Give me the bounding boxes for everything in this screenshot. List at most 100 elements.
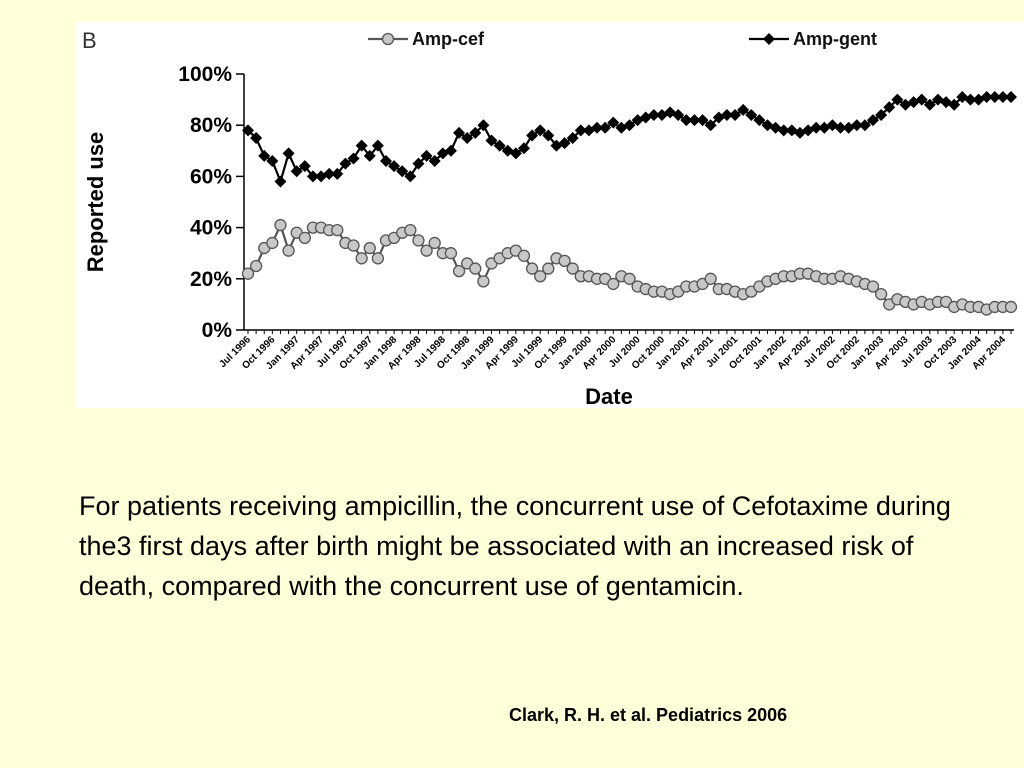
data-point	[883, 101, 896, 114]
data-point	[412, 157, 425, 170]
y-tick-label: 20%	[190, 268, 232, 291]
data-point	[777, 124, 790, 137]
data-point	[274, 218, 287, 232]
data-point	[866, 280, 880, 293]
data-point	[704, 119, 717, 132]
data-point	[810, 121, 823, 134]
y-tick-label: 0%	[202, 319, 233, 342]
data-point	[363, 149, 376, 162]
data-point	[453, 126, 466, 139]
data-point	[988, 91, 1001, 104]
data-point	[542, 262, 555, 275]
data-point	[964, 93, 977, 106]
data-point	[379, 155, 392, 168]
data-point	[363, 241, 376, 255]
legend: Amp-cef Amp-gent	[368, 29, 877, 49]
data-point	[996, 91, 1009, 104]
data-point	[274, 175, 287, 188]
data-point	[493, 139, 506, 152]
y-tick-label: 100%	[178, 63, 232, 86]
data-point	[875, 108, 888, 121]
data-point	[688, 114, 701, 127]
data-point	[534, 270, 547, 283]
data-point	[282, 244, 295, 257]
data-point	[298, 160, 311, 173]
data-point	[461, 132, 474, 144]
caption-text: For patients receiving ampicillin, the c…	[79, 491, 951, 601]
data-point	[623, 119, 636, 132]
data-point	[266, 155, 279, 168]
data-point	[769, 121, 782, 134]
data-point	[607, 116, 620, 129]
data-point	[290, 165, 303, 178]
data-point	[469, 262, 482, 275]
data-point	[517, 142, 530, 155]
data-point	[469, 126, 482, 139]
data-point	[477, 119, 490, 132]
data-point	[331, 224, 344, 237]
data-point	[444, 247, 458, 260]
legend-marker	[763, 33, 775, 45]
axes	[243, 74, 1014, 331]
data-point	[258, 149, 271, 162]
data-point	[412, 234, 425, 247]
y-axis-title: Reported use	[83, 132, 108, 273]
data-point	[420, 149, 433, 162]
data-point	[388, 160, 401, 173]
data-point	[371, 252, 385, 265]
data-point	[355, 252, 368, 265]
y-axis-ticks: 0% 20% 40% 60% 80% 100%	[178, 63, 244, 342]
chart-panel: B Amp-cef Amp-gent 0% 20% 40% 60% 80% 100% Jul…	[76, 22, 1024, 408]
data-point	[452, 264, 466, 278]
series-line	[247, 95, 1011, 185]
data-point	[542, 129, 555, 142]
data-point	[404, 224, 417, 237]
line-chart: B Amp-cef Amp-gent 0% 20% 40% 60% 80% 100% Jul…	[82, 28, 1018, 408]
data-point	[574, 124, 587, 137]
series-layer	[241, 91, 1018, 316]
data-point	[867, 114, 880, 127]
data-point	[558, 137, 571, 150]
data-point	[591, 121, 604, 134]
data-point	[525, 262, 539, 275]
data-point	[672, 108, 685, 121]
legend-label: Amp-cef	[412, 29, 485, 49]
data-point	[420, 244, 433, 257]
legend-item: Amp-gent	[749, 29, 877, 49]
data-point	[331, 167, 344, 180]
data-point	[517, 249, 531, 262]
data-point	[566, 132, 579, 144]
data-point	[396, 165, 409, 178]
data-point	[266, 236, 279, 250]
x-axis-title: Date	[585, 384, 633, 408]
data-point	[323, 167, 336, 180]
data-point	[737, 103, 750, 116]
data-point	[347, 152, 360, 165]
y-tick-label: 40%	[190, 217, 232, 240]
data-point	[623, 272, 636, 285]
data-point	[874, 288, 888, 301]
data-point	[745, 108, 758, 121]
data-point	[1005, 91, 1017, 104]
data-point	[250, 132, 263, 144]
data-point	[298, 231, 311, 244]
legend-marker	[381, 32, 395, 46]
data-point	[534, 124, 547, 137]
data-point	[347, 239, 360, 252]
data-point	[444, 144, 457, 157]
data-point	[404, 170, 417, 183]
data-point	[729, 108, 742, 121]
series-amp-cef	[241, 218, 1018, 316]
data-point	[306, 170, 319, 183]
data-point	[485, 134, 498, 147]
data-point	[509, 147, 522, 160]
data-point	[720, 108, 733, 121]
data-point	[948, 98, 961, 111]
data-point	[241, 267, 255, 280]
data-point	[647, 108, 660, 121]
data-point	[891, 93, 904, 106]
data-point	[428, 236, 441, 250]
data-point	[923, 98, 936, 111]
citation-text: Clark, R. H. et al. Pediatrics 2006	[509, 705, 788, 725]
